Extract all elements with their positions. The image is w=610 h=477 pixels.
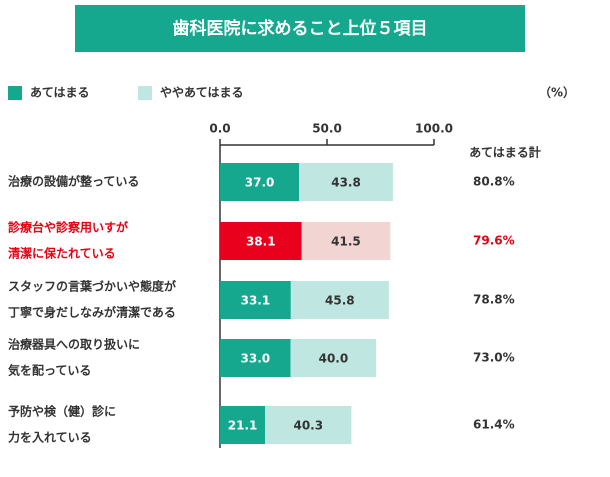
bar-value-label: 33.1	[241, 294, 271, 308]
category-label: 丁寧で身だしなみが清潔である	[8, 305, 176, 320]
bar	[265, 406, 352, 444]
bar	[290, 339, 377, 377]
total-label: 61.4%	[473, 418, 515, 432]
title-banner	[75, 5, 525, 52]
category-label: 治療器具への取り扱いに	[8, 337, 140, 352]
x-tick-label: 50.0	[312, 122, 342, 136]
chart-title: 歯科医院に求めること上位５項目	[173, 18, 428, 39]
bar	[220, 281, 291, 319]
bar-value-label: 43.8	[331, 176, 361, 190]
total-label: 79.6%	[473, 234, 515, 248]
bar	[220, 406, 266, 444]
bar-value-label: 37.0	[245, 176, 275, 190]
bar	[301, 222, 391, 260]
category-label: 診療台や診察用いすが	[8, 220, 128, 235]
x-tick-label: 100.0	[415, 122, 453, 136]
category-label: 治療の設備が整っている	[8, 174, 139, 189]
bar	[220, 163, 300, 201]
total-label: 80.8%	[473, 175, 515, 189]
x-tick-label: 0.0	[209, 122, 230, 136]
legend-label: あてはまる	[30, 86, 90, 100]
bar-value-label: 40.0	[319, 352, 349, 366]
bar-value-label: 40.3	[293, 419, 323, 433]
category-label: 気を配っている	[8, 363, 91, 378]
unit-label: （%）	[539, 85, 575, 100]
bar-value-label: 21.1	[228, 419, 258, 433]
total-label: 73.0%	[473, 351, 515, 365]
category-label: 清潔に保たれている	[8, 246, 116, 261]
bar	[290, 281, 389, 319]
total-label: 78.8%	[473, 293, 515, 307]
bar-value-label: 41.5	[331, 235, 361, 249]
bar	[299, 163, 393, 201]
legend-swatch	[138, 86, 152, 100]
category-label: 力を入れている	[8, 430, 92, 445]
bar	[220, 339, 291, 377]
legend-swatch	[8, 86, 22, 100]
bar-value-label: 38.1	[246, 235, 276, 249]
bar	[220, 222, 302, 260]
category-label: スタッフの言葉づかいや態度が	[8, 279, 176, 294]
bar-value-label: 45.8	[325, 294, 355, 308]
totals-title: あてはまる計	[469, 145, 541, 160]
bar-value-label: 33.0	[241, 352, 271, 366]
category-label: 予防や検（健）診に	[8, 404, 116, 419]
legend-label: ややあてはまる	[160, 86, 244, 100]
